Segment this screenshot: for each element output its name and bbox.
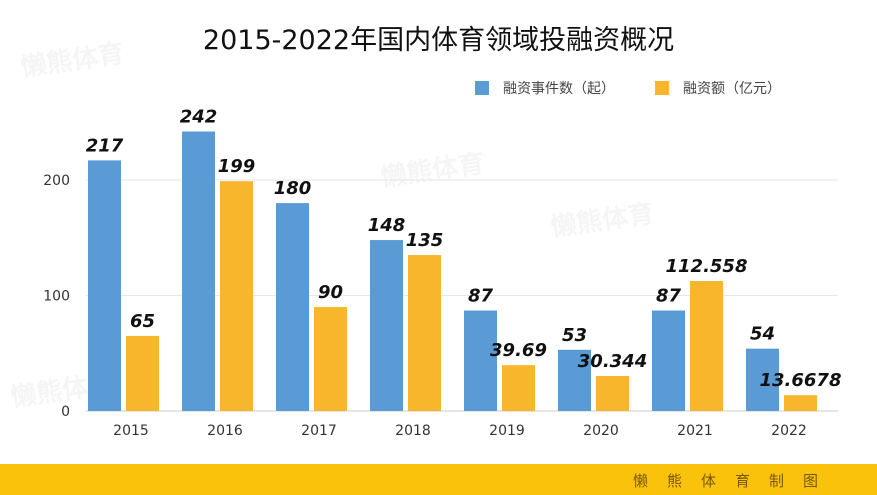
bar-amount [220,181,253,411]
data-label: 65 [130,311,155,332]
footer-bar: 懒熊体育制图 [0,464,877,495]
y-tick-label: 0 [61,404,70,420]
bar-amount [502,365,535,411]
bar-events [88,160,121,411]
y-tick-label: 100 [43,289,70,305]
legend-label: 融资事件数（起） [503,81,615,97]
bar-events [652,310,685,411]
y-tick-label: 200 [43,173,70,189]
data-label: 90 [318,282,343,303]
legend: 融资事件数（起） 融资额（亿元） [475,78,821,98]
bar-amount [408,255,441,411]
bar-amount [784,395,817,411]
x-tick-label: 2017 [301,423,337,439]
bar-events [746,348,779,411]
bar-amount [126,335,159,411]
x-tick-label: 2021 [677,423,713,439]
bar-amount [596,375,629,411]
x-tick-label: 2022 [771,423,807,439]
x-tick-label: 2016 [207,423,243,439]
data-label: 180 [274,178,312,199]
data-label: 199 [218,156,256,177]
data-label: 217 [86,135,124,156]
data-label: 135 [406,230,444,251]
bar-events [464,310,497,411]
legend-item-amount: 融资额（亿元） [655,78,781,98]
legend-item-events: 融资事件数（起） [475,78,615,98]
bar-events [558,349,591,411]
legend-label: 融资额（亿元） [683,81,781,97]
legend-swatch [475,81,489,95]
data-label: 242 [180,106,218,127]
footer-credit: 懒熊体育制图 [632,472,837,490]
data-label: 39.69 [490,340,547,361]
data-label: 53 [562,325,587,346]
x-tick-label: 2015 [113,423,149,439]
data-label: 30.344 [578,351,647,372]
x-tick-label: 2018 [395,423,431,439]
chart-title: 2015-2022年国内体育领域投融资概况 [202,25,675,56]
data-label: 87 [656,286,682,307]
x-tick-label: 2019 [489,423,525,439]
data-label: 112.558 [666,256,748,277]
bar-events [182,131,215,412]
legend-swatch [655,81,669,95]
bar-events [276,203,309,411]
data-label: 87 [468,286,494,307]
data-label: 148 [368,215,406,236]
bar-amount [314,307,347,411]
x-tick-label: 2020 [583,423,619,439]
data-label: 13.6678 [760,370,842,391]
bar-events [370,240,403,411]
data-label: 54 [750,324,775,345]
bar-amount [690,280,723,411]
